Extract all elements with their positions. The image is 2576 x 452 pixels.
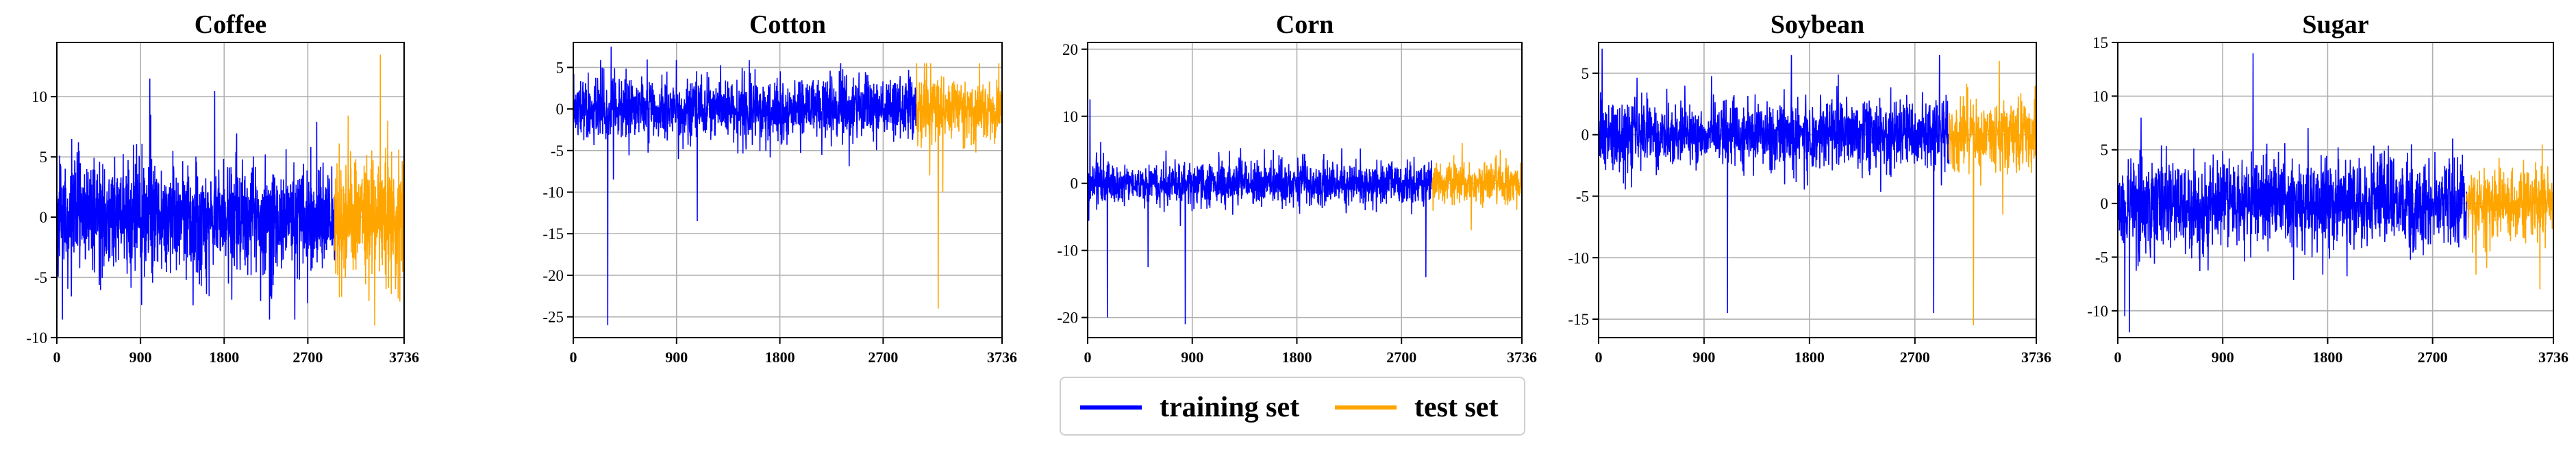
y-tick-label: -10: [1057, 242, 1078, 260]
chart-panel-4: 0 900 1800 2700 3736 -10 -5 0 5 10 15 Sugar: [2087, 10, 2568, 366]
axes-frame: [56, 42, 405, 338]
x-tick-label: 900: [129, 349, 152, 366]
x-tick-label: 1800: [1281, 349, 1312, 366]
y-tick-label: -5: [551, 142, 564, 160]
y-tick-label: 5: [40, 149, 48, 166]
y-tick-label: -15: [1568, 311, 1589, 328]
x-tick-label: 3736: [2538, 349, 2568, 366]
y-tick-label: 5: [1581, 65, 1590, 82]
x-tick-label: 3736: [2021, 349, 2051, 366]
y-tick-label: 5: [2101, 142, 2109, 159]
y-tick-label: 10: [2092, 88, 2108, 105]
y-tick-label: -20: [542, 267, 564, 284]
legend-swatch-training: [1080, 405, 1142, 410]
series-test-line: [2466, 144, 2554, 290]
y-tick-label: 10: [32, 88, 47, 105]
legend-label-training: training set: [1160, 392, 1300, 423]
y-tick-label: 10: [1062, 108, 1078, 125]
x-tick-label: 1800: [765, 349, 795, 366]
axes-frame: [2117, 42, 2554, 338]
y-tick-label: -25: [542, 309, 564, 326]
x-tick-label: 900: [1181, 349, 1203, 366]
x-tick-label: 0: [570, 349, 577, 366]
y-tick-label: -20: [1057, 310, 1078, 327]
axes-frame: [1598, 42, 2037, 338]
legend-item-training: training set: [1080, 378, 1299, 437]
y-tick-label: 0: [556, 101, 564, 118]
y-tick-label: 0: [40, 209, 48, 226]
legend: training set test set: [1060, 377, 1525, 436]
y-tick-label: -5: [1576, 188, 1589, 205]
x-tick-label: 1800: [1795, 349, 1825, 366]
x-tick-label: 0: [2114, 349, 2122, 366]
legend-swatch-test: [1335, 405, 1397, 410]
x-tick-label: 0: [1084, 349, 1092, 366]
chart-title: Soybean: [1771, 10, 1864, 39]
x-tick-label: 3736: [1507, 349, 1537, 366]
x-tick-label: 0: [53, 349, 61, 366]
x-tick-label: 2700: [1900, 349, 1930, 366]
axes-frame: [573, 42, 1003, 338]
y-tick-label: -10: [26, 329, 47, 347]
legend-item-test: test set: [1335, 378, 1498, 437]
chart-panel-2: 0 900 1800 2700 3736 -20 -10 0 10 20 Corn: [1057, 10, 1537, 366]
x-tick-label: 2700: [292, 349, 323, 366]
y-tick-label: 0: [1071, 175, 1079, 192]
series-training-line: [1087, 99, 1433, 325]
series-training-line: [2117, 53, 2467, 333]
chart-title: Cotton: [749, 10, 826, 39]
chart-title: Sugar: [2302, 10, 2368, 39]
y-tick-label: -10: [1568, 249, 1589, 266]
y-tick-label: -15: [542, 225, 564, 242]
x-tick-label: 3736: [987, 349, 1017, 366]
x-tick-label: 1800: [209, 349, 239, 366]
series-test-line: [1431, 142, 1523, 231]
chart-panel-1: 0 900 1800 2700 3736 -25 -20 -15 -10 -5 0 5 Cotton: [542, 10, 1017, 366]
series-test-line: [916, 63, 1003, 309]
chart-title: Coffee: [195, 10, 266, 39]
series-training-line: [573, 47, 917, 325]
series-training-line: [56, 78, 336, 320]
y-tick-label: 0: [1581, 127, 1590, 144]
y-tick-label: -10: [2087, 303, 2108, 320]
x-tick-label: 3736: [389, 349, 419, 366]
x-tick-label: 1800: [2312, 349, 2342, 366]
legend-label-test: test set: [1414, 392, 1499, 423]
y-tick-label: 20: [1062, 41, 1078, 58]
y-tick-label: -5: [2095, 249, 2108, 266]
x-tick-label: 900: [1692, 349, 1715, 366]
x-tick-label: 0: [1595, 349, 1603, 366]
x-tick-label: 900: [665, 349, 688, 366]
y-tick-label: 15: [2092, 34, 2108, 51]
x-tick-label: 2700: [868, 349, 898, 366]
x-tick-label: 900: [2212, 349, 2234, 366]
y-tick-label: 0: [2101, 195, 2109, 212]
series-test-line: [334, 54, 405, 326]
series-test-line: [1948, 60, 2037, 326]
x-tick-label: 2700: [1386, 349, 1416, 366]
axes-frame: [1087, 42, 1523, 338]
y-tick-label: -10: [542, 184, 564, 201]
x-tick-label: 2700: [2418, 349, 2448, 366]
chart-panel-3: 0 900 1800 2700 3736 -15 -10 -5 0 5 Soybean: [1568, 10, 2051, 366]
series-training-line: [1598, 48, 1950, 314]
y-tick-label: -5: [34, 269, 47, 286]
y-tick-label: 5: [556, 59, 564, 76]
chart-title: Corn: [1276, 10, 1334, 39]
chart-panel-0: 0 900 1800 2700 3736 -10 -5 0 5 10 Coffee: [26, 10, 419, 366]
